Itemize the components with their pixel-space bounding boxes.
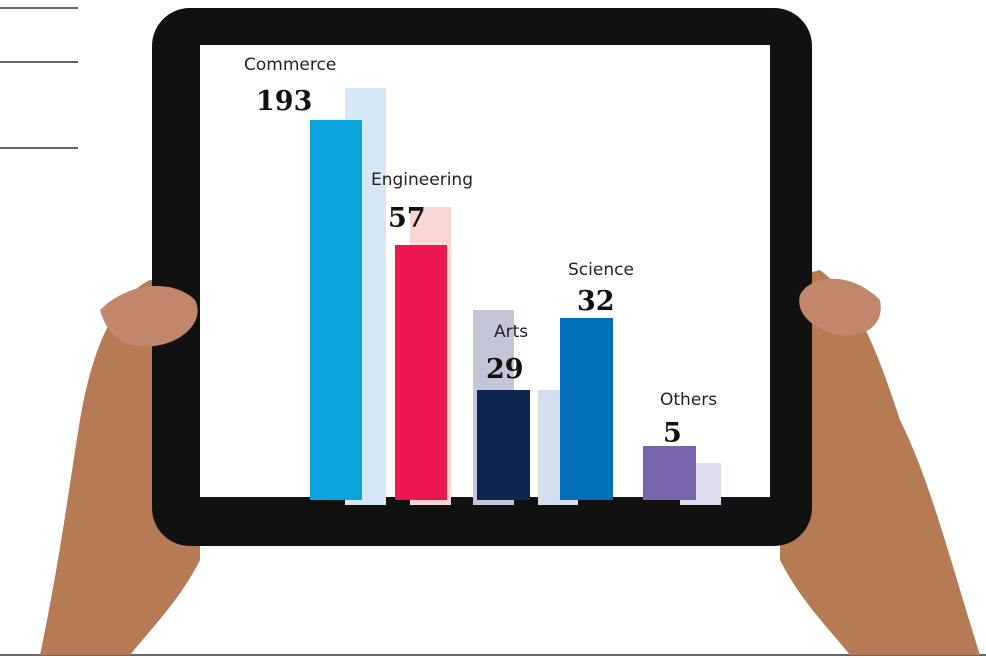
value-label: 5 xyxy=(663,418,682,449)
category-label: Science xyxy=(568,260,634,280)
right-thumb xyxy=(799,278,881,336)
left-thumb xyxy=(100,286,198,347)
value-label: 193 xyxy=(256,86,312,117)
category-label: Commerce xyxy=(244,55,336,75)
category-label: Engineering xyxy=(371,170,473,190)
bars xyxy=(310,88,721,505)
right-hand xyxy=(780,270,980,655)
category-label: Arts xyxy=(494,322,528,342)
bar xyxy=(310,120,362,500)
bar xyxy=(643,446,696,500)
value-label: 57 xyxy=(388,203,426,234)
value-label: 29 xyxy=(486,354,524,385)
bar xyxy=(560,318,613,500)
decor-lines xyxy=(0,7,986,656)
labels: Commerce 193 Engineering 57 Arts 29 Scie… xyxy=(244,55,717,449)
bar xyxy=(395,245,447,500)
category-label: Others xyxy=(660,390,717,410)
bar xyxy=(477,390,530,500)
value-label: 32 xyxy=(577,286,615,317)
